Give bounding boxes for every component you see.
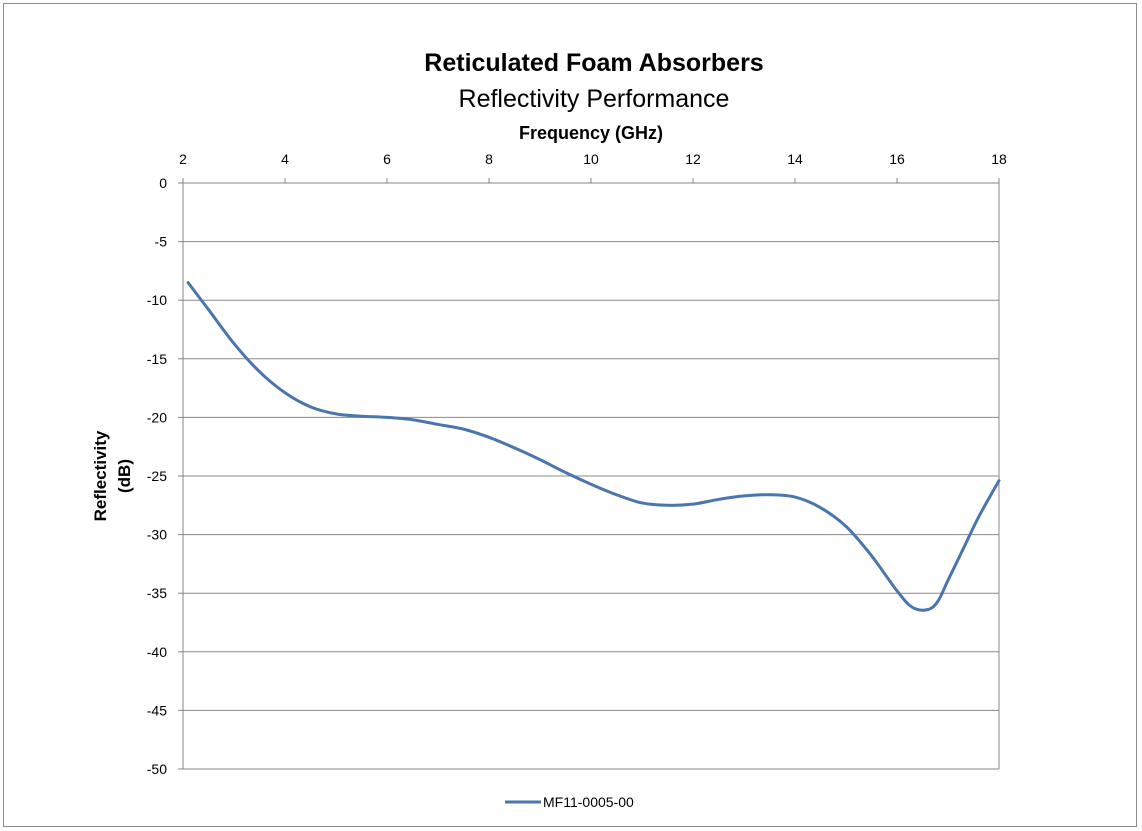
- x-tick-label: 16: [889, 151, 905, 167]
- y-tick-label: -35: [147, 585, 167, 601]
- y-axis-title-line2: (dB): [115, 459, 134, 493]
- x-tick-label: 10: [583, 151, 599, 167]
- y-axis-title-line1: Reflectivity: [91, 430, 110, 521]
- x-tick-label: 6: [383, 151, 391, 167]
- y-tick-label: -15: [147, 351, 167, 367]
- y-tick-label: -45: [147, 702, 167, 718]
- chart-subtitle: Reflectivity Performance: [459, 85, 730, 113]
- legend: MF11-0005-00: [505, 794, 634, 810]
- chart-frame: [3, 3, 1137, 827]
- y-tick-label: -30: [147, 527, 167, 543]
- y-tick-label: -20: [147, 409, 167, 425]
- y-tick-label: -5: [155, 234, 168, 250]
- series-layer: [186, 281, 1001, 612]
- chart-title: Reticulated Foam Absorbers: [424, 49, 763, 77]
- y-tick-label: -25: [147, 468, 167, 484]
- axis-layer: 2 4 6 8 10 12 14 16 18 0 -5 -10 -15 -20 -25 -30 -35 -40 -4…: [147, 151, 1007, 777]
- y-tick-label: -50: [147, 761, 167, 777]
- x-tick-label: 14: [787, 151, 803, 167]
- y-tick-label: -40: [147, 644, 167, 660]
- grid-layer: [183, 241, 999, 770]
- x-tick-label: 8: [485, 151, 493, 167]
- x-tick-label: 4: [281, 151, 289, 167]
- x-tick-label: 18: [991, 151, 1007, 167]
- legend-label: MF11-0005-00: [543, 794, 634, 810]
- y-tick-label: 0: [159, 175, 167, 191]
- x-tick-label: 2: [179, 151, 187, 167]
- series-line: [186, 281, 1001, 612]
- x-tick-label: 12: [685, 151, 701, 167]
- y-tick-label: -10: [147, 292, 167, 308]
- x-axis-title: Frequency (GHz): [519, 123, 663, 143]
